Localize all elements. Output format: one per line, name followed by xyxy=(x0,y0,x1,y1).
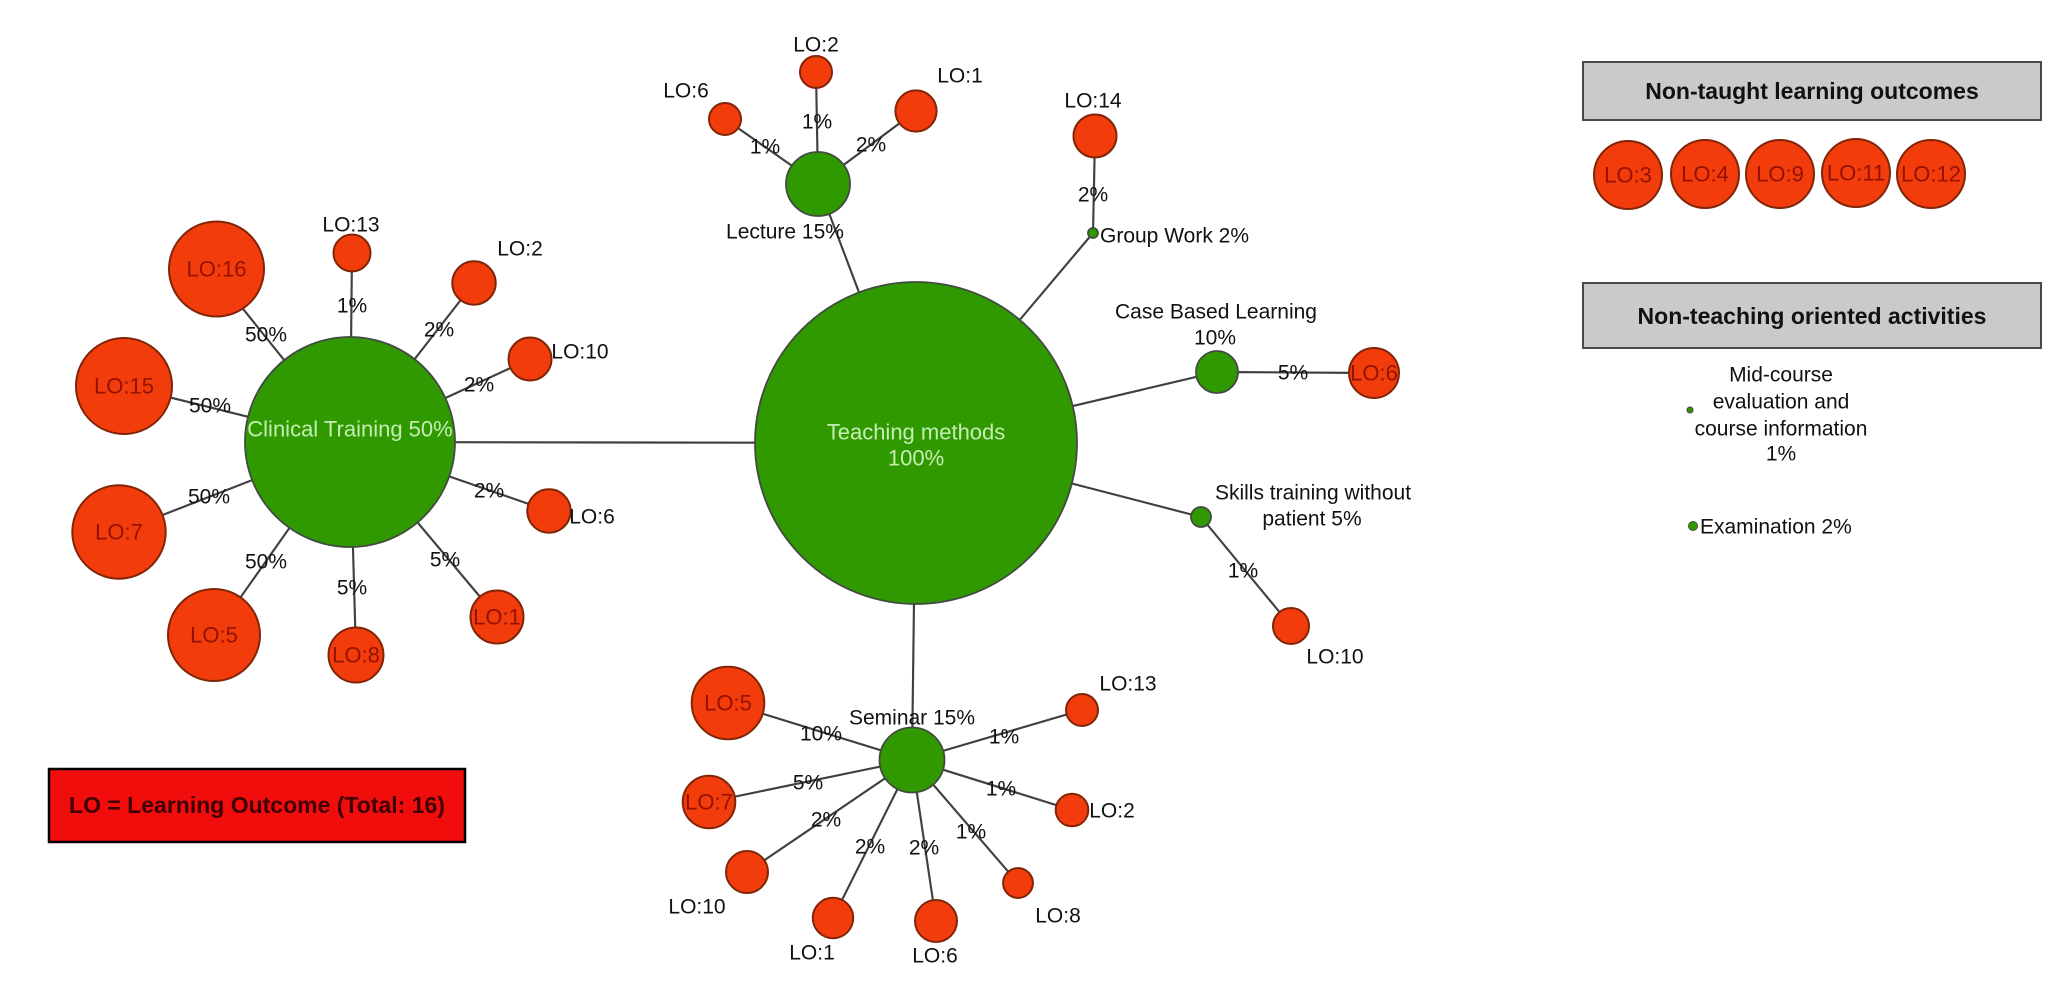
svg-text:LO:7: LO:7 xyxy=(685,789,733,814)
svg-text:50%: 50% xyxy=(189,394,231,417)
svg-text:2%: 2% xyxy=(855,835,885,858)
svg-text:LO:16: LO:16 xyxy=(187,256,247,281)
svg-text:LO:6: LO:6 xyxy=(569,505,615,528)
svg-text:LO:6: LO:6 xyxy=(912,944,958,967)
svg-text:100%: 100% xyxy=(888,446,944,471)
svg-text:LO:2: LO:2 xyxy=(497,237,543,260)
svg-text:5%: 5% xyxy=(430,548,460,571)
svg-text:Examination 2%: Examination 2% xyxy=(1700,515,1852,538)
svg-text:50%: 50% xyxy=(245,550,287,573)
svg-text:5%: 5% xyxy=(793,771,823,794)
svg-text:Group Work 2%: Group Work 2% xyxy=(1100,224,1249,247)
svg-text:LO:10: LO:10 xyxy=(1306,645,1363,668)
svg-text:50%: 50% xyxy=(188,485,230,508)
svg-text:LO:8: LO:8 xyxy=(332,642,380,667)
svg-text:patient 5%: patient 5% xyxy=(1262,507,1361,530)
svg-text:LO:2: LO:2 xyxy=(793,33,839,56)
svg-text:LO:14: LO:14 xyxy=(1064,89,1122,112)
svg-text:1%: 1% xyxy=(1228,559,1258,582)
svg-text:2%: 2% xyxy=(424,318,454,341)
svg-text:1%: 1% xyxy=(337,294,367,317)
svg-text:LO:5: LO:5 xyxy=(190,622,238,647)
svg-text:LO:6: LO:6 xyxy=(663,79,709,102)
svg-text:Mid-course: Mid-course xyxy=(1729,363,1833,386)
svg-text:2%: 2% xyxy=(474,479,504,502)
svg-text:2%: 2% xyxy=(909,836,939,859)
svg-text:5%: 5% xyxy=(1278,361,1308,384)
svg-text:Clinical Training 50%: Clinical Training 50% xyxy=(247,417,452,442)
svg-text:LO:7: LO:7 xyxy=(95,519,143,544)
svg-text:2%: 2% xyxy=(856,133,886,156)
svg-text:10%: 10% xyxy=(800,722,842,745)
svg-text:10%: 10% xyxy=(1194,326,1236,349)
svg-text:LO:8: LO:8 xyxy=(1035,904,1081,927)
svg-text:1%: 1% xyxy=(750,135,780,158)
svg-text:LO:1: LO:1 xyxy=(937,64,983,87)
svg-text:Non-teaching oriented activiti: Non-teaching oriented activities xyxy=(1638,303,1987,329)
svg-text:LO:3: LO:3 xyxy=(1604,162,1652,187)
svg-text:1%: 1% xyxy=(1766,442,1796,465)
svg-text:LO:10: LO:10 xyxy=(551,340,608,363)
svg-text:Case Based Learning: Case Based Learning xyxy=(1115,300,1317,323)
svg-text:LO:12: LO:12 xyxy=(1901,161,1961,186)
svg-text:LO:1: LO:1 xyxy=(473,604,521,629)
svg-text:LO:9: LO:9 xyxy=(1756,161,1804,186)
svg-text:Non-taught learning outcomes: Non-taught learning outcomes xyxy=(1645,78,1979,104)
svg-text:Lecture 15%: Lecture 15% xyxy=(726,220,844,243)
svg-text:LO:13: LO:13 xyxy=(322,213,379,236)
svg-text:2%: 2% xyxy=(1078,183,1108,206)
svg-text:course information: course information xyxy=(1695,417,1868,440)
svg-text:2%: 2% xyxy=(464,373,494,396)
svg-text:1%: 1% xyxy=(989,725,1019,748)
svg-text:LO:1: LO:1 xyxy=(789,941,835,964)
svg-text:50%: 50% xyxy=(245,323,287,346)
svg-text:LO:2: LO:2 xyxy=(1089,799,1135,822)
svg-text:5%: 5% xyxy=(337,576,367,599)
svg-text:Skills training without: Skills training without xyxy=(1215,481,1411,504)
svg-text:LO:5: LO:5 xyxy=(704,690,752,715)
svg-text:Seminar 15%: Seminar 15% xyxy=(849,706,975,729)
svg-text:evaluation and: evaluation and xyxy=(1713,390,1850,413)
svg-text:LO:11: LO:11 xyxy=(1827,160,1885,185)
svg-text:LO:15: LO:15 xyxy=(94,373,154,398)
svg-text:LO = Learning Outcome (Total:: LO = Learning Outcome (Total: 16) xyxy=(69,792,445,818)
svg-text:1%: 1% xyxy=(986,777,1016,800)
svg-text:LO:13: LO:13 xyxy=(1099,672,1156,695)
svg-text:LO:10: LO:10 xyxy=(668,895,725,918)
svg-text:LO:6: LO:6 xyxy=(1350,360,1398,385)
svg-text:LO:4: LO:4 xyxy=(1681,161,1729,186)
svg-text:1%: 1% xyxy=(802,110,832,133)
svg-text:2%: 2% xyxy=(811,808,841,831)
svg-text:Teaching methods: Teaching methods xyxy=(827,420,1006,445)
svg-text:1%: 1% xyxy=(956,820,986,843)
